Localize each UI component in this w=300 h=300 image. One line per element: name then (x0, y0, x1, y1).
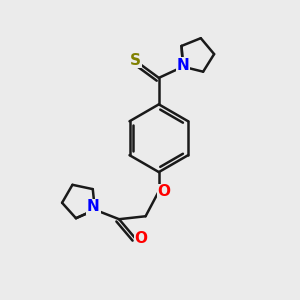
Text: S: S (130, 53, 141, 68)
Text: N: N (87, 199, 100, 214)
Text: O: O (158, 184, 171, 199)
Text: N: N (177, 58, 189, 73)
Text: O: O (135, 231, 148, 246)
